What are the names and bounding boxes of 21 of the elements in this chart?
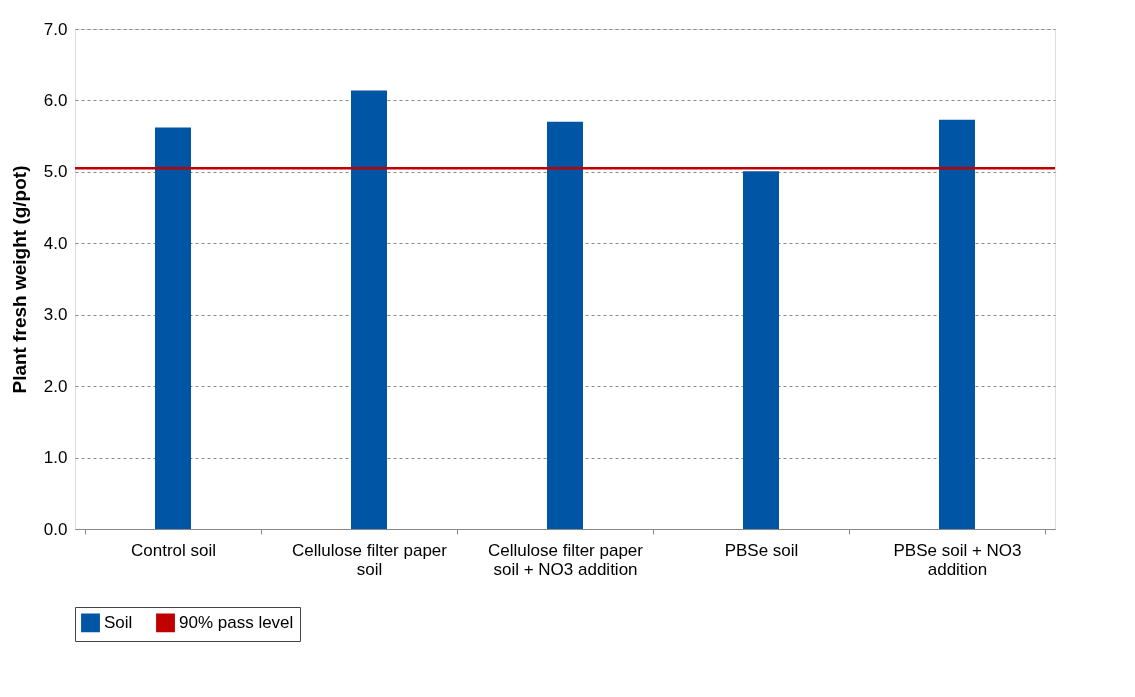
y-tick-label: 4.0 xyxy=(43,233,68,253)
y-tick-label: 7.0 xyxy=(43,19,68,39)
bar xyxy=(939,119,975,529)
y-tick-label: 0.0 xyxy=(43,519,68,539)
y-tick-label: 3.0 xyxy=(43,305,68,325)
bar xyxy=(547,121,583,529)
x-tick-label: PBSe soil xyxy=(724,540,799,560)
y-axis-title: Plant fresh weight (g/pot) xyxy=(8,165,30,394)
y-tick-label: 1.0 xyxy=(43,448,68,468)
bar xyxy=(743,171,779,529)
legend-label: Soil xyxy=(104,612,133,632)
y-tick-label: 6.0 xyxy=(43,90,68,110)
bar xyxy=(351,90,387,529)
y-tick-label: 5.0 xyxy=(43,162,68,182)
x-tick-label: PBSe soil + NO3 addition xyxy=(893,540,1022,579)
bar xyxy=(155,127,191,529)
x-tick-label: Cellulose filter paper soil + NO3 addition xyxy=(488,540,644,579)
legend-label: 90% pass level xyxy=(179,612,294,632)
x-tick-label: Control soil xyxy=(130,540,217,560)
y-tick-label: 2.0 xyxy=(43,376,68,396)
x-tick-label: Cellulose filter paper soil xyxy=(292,540,448,579)
